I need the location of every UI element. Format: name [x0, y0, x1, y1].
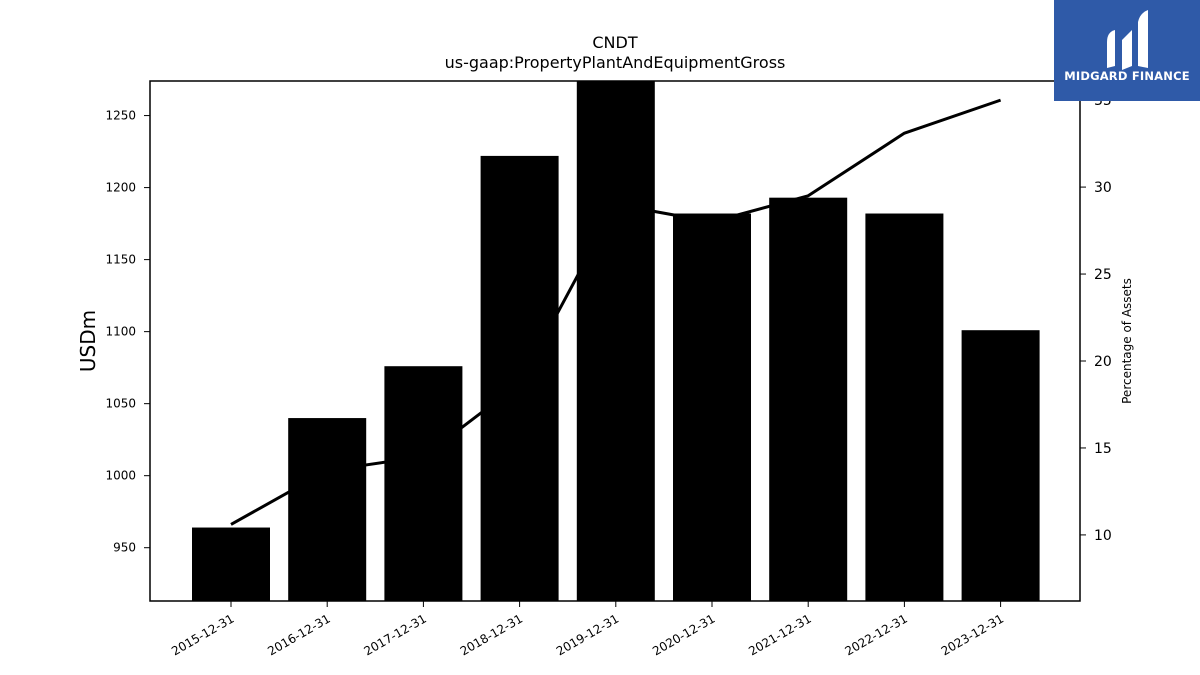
bar-2017-12-31 [384, 366, 463, 601]
x-tick-label: 2020-12-31 [650, 611, 717, 658]
x-tick-label: 2017-12-31 [361, 611, 428, 658]
x-tick-label: 2022-12-31 [842, 611, 909, 658]
bar-2015-12-31 [192, 527, 270, 601]
y-tick-label: 1050 [105, 397, 136, 411]
y-tick-label: 1100 [105, 325, 136, 339]
y2-tick-label: 15 [1094, 441, 1112, 457]
chart-title: CNDT [592, 33, 637, 52]
plot-frame [149, 80, 1081, 602]
y2-tick-label: 25 [1094, 267, 1112, 283]
bar-group [192, 81, 1040, 601]
bar-2016-12-31 [288, 418, 367, 601]
bar-2022-12-31 [865, 213, 944, 601]
bar-2018-12-31 [480, 155, 559, 601]
x-tick-label: 2016-12-31 [265, 611, 332, 658]
y-tick-label: 1200 [105, 181, 136, 195]
y-axis-label: USDm [76, 310, 100, 372]
x-tick-label: 2015-12-31 [169, 611, 236, 658]
x-tick-label: 2021-12-31 [746, 611, 813, 658]
y-tick-label: 1000 [105, 469, 136, 483]
y2-tick-label: 20 [1094, 354, 1112, 370]
bar-2020-12-31 [673, 213, 751, 601]
percentage-line [230, 98, 1002, 526]
y-tick-label: 950 [113, 541, 136, 555]
y-tick-label: 1250 [105, 109, 136, 123]
x-axis: 2015-12-31 2016-12-31 2017-12-31 2018-12-31… [169, 601, 1006, 658]
bar-2023-12-31 [961, 330, 1040, 601]
bar-2019-12-31 [576, 81, 655, 601]
y-tick-label: 1150 [105, 253, 136, 267]
logo-mark-icon [1107, 10, 1148, 70]
y2-axis-label: Percentage of Assets [1120, 278, 1134, 404]
chart-subtitle: us-gaap:PropertyPlantAndEquipmentGross [445, 53, 786, 72]
line-group [230, 98, 1002, 526]
bar-2021-12-31 [769, 197, 848, 601]
brand-logo: MIDGARD FINANCE [1054, 0, 1200, 101]
logo-text: MIDGARD FINANCE [1064, 69, 1190, 83]
y2-tick-label: 30 [1094, 180, 1112, 196]
y2-tick-label: 10 [1094, 528, 1112, 544]
y-axis-left: 950 1000 1050 1100 1150 1200 1250 [105, 109, 150, 555]
x-tick-label: 2023-12-31 [939, 611, 1006, 658]
x-tick-label: 2019-12-31 [554, 611, 621, 658]
x-tick-label: 2018-12-31 [458, 611, 525, 658]
